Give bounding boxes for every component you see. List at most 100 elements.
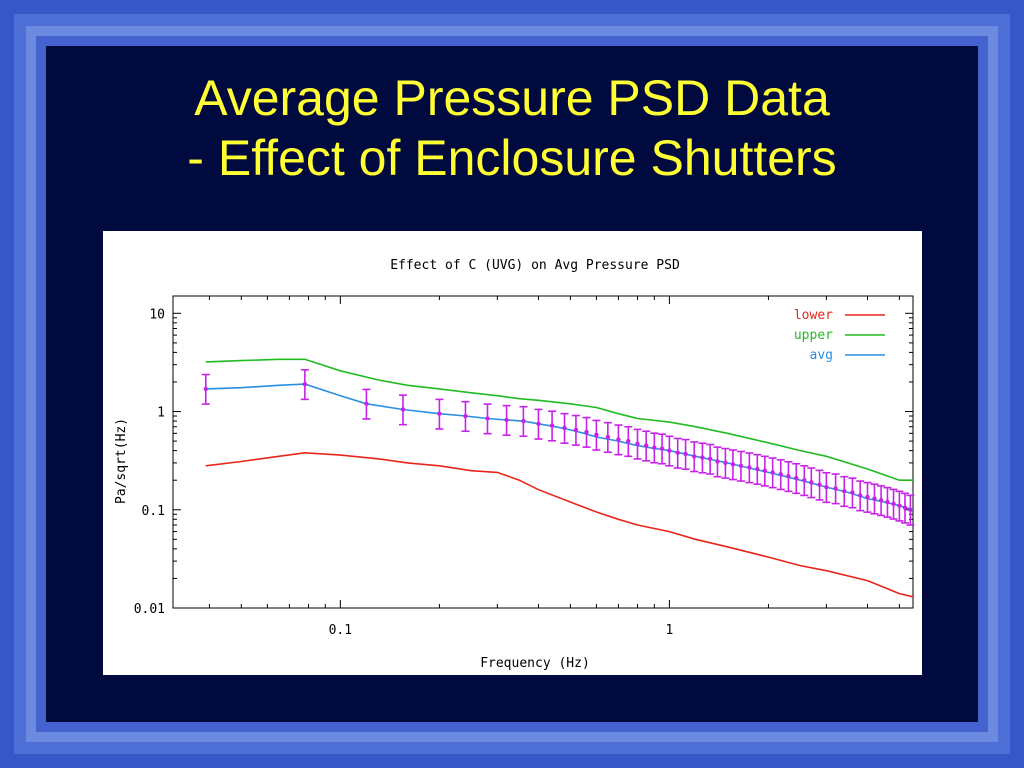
chart-title: Effect of C (UVG) on Avg Pressure PSD: [390, 258, 680, 273]
error-bar: [877, 485, 886, 517]
slide-title-line-1: Average Pressure PSD Data: [194, 70, 830, 126]
error-bar: [815, 469, 824, 501]
error-bar: [681, 438, 690, 470]
error-bar: [760, 455, 769, 487]
error-bar: [534, 408, 543, 440]
error-bar-point: [817, 482, 822, 487]
error-bar-point: [675, 450, 680, 456]
error-bar-point: [463, 413, 468, 419]
error-bar-point: [786, 473, 791, 479]
error-bar: [800, 465, 809, 497]
error-bar: [736, 450, 745, 482]
error-bar: [582, 416, 591, 448]
error-bar: [665, 435, 674, 467]
error-bar: [728, 449, 737, 481]
error-bar-point: [626, 438, 631, 444]
y-tick-label: 1: [157, 406, 165, 421]
error-bar: [776, 459, 785, 491]
error-bar: [768, 457, 777, 489]
error-bar-point: [707, 456, 713, 462]
error-bar-point: [536, 421, 541, 427]
error-bar: [856, 480, 865, 512]
error-bar-point: [872, 496, 877, 501]
error-bar: [706, 443, 715, 475]
x-tick-label: 0.1: [329, 623, 352, 638]
error-bar: [633, 428, 642, 460]
error-bar: [398, 394, 407, 426]
error-bar: [863, 481, 872, 513]
error-bar-point: [549, 423, 555, 428]
error-bar: [362, 388, 371, 420]
error-bar-point: [778, 472, 783, 477]
chart-panel: Effect of C (UVG) on Avg Pressure PSD Fr…: [103, 231, 922, 675]
x-tick-label: 1: [665, 623, 673, 638]
error-bar-point: [485, 416, 490, 421]
error-bar-point: [730, 462, 736, 467]
error-bar-point: [755, 466, 760, 472]
error-bar: [792, 462, 801, 495]
error-bar-point: [652, 445, 657, 450]
error-bar-point: [692, 454, 697, 459]
error-bar-point: [738, 463, 744, 469]
error-bar-point: [897, 503, 902, 508]
error-bar: [784, 460, 793, 493]
error-bar: [201, 373, 210, 405]
error-bar-point: [203, 386, 209, 392]
y-tick-label: 10: [149, 307, 165, 322]
error-bar: [658, 433, 667, 465]
error-bar: [483, 403, 492, 435]
error-bar: [502, 404, 511, 437]
error-bar-point: [594, 432, 599, 437]
series-line-avg: [205, 383, 914, 511]
error-bar-point: [643, 443, 649, 448]
error-bar: [807, 467, 816, 499]
error-bar: [883, 486, 892, 519]
error-bar: [592, 419, 601, 451]
error-bar-point: [891, 501, 896, 507]
error-bar: [624, 425, 633, 458]
error-bar-point: [802, 477, 807, 483]
error-bar: [895, 490, 904, 522]
error-bar-point: [302, 381, 308, 387]
error-bar-point: [659, 446, 665, 451]
error-bar: [906, 494, 915, 526]
error-bar: [300, 368, 309, 401]
error-bar-point: [364, 401, 369, 406]
error-bar: [889, 488, 898, 520]
psd-chart: Effect of C (UVG) on Avg Pressure PSD Fr…: [114, 258, 915, 671]
axis-ticks: 0.1 1 10 1 0.1 0.01: [134, 296, 913, 638]
error-bar-point: [573, 427, 579, 433]
error-bar: [650, 432, 659, 464]
error-bar: [673, 437, 682, 469]
error-bar-point: [562, 425, 567, 431]
error-bar: [461, 400, 470, 433]
error-bar-point: [521, 418, 526, 424]
error-bar: [571, 414, 580, 446]
error-bar: [831, 473, 840, 505]
error-bar-point: [908, 507, 913, 512]
error-bar: [548, 410, 557, 442]
y-tick-label: 0.01: [134, 602, 165, 617]
slide-title-line-2: - Effect of Enclosure Shutters: [187, 130, 837, 186]
error-bar-point: [794, 475, 799, 481]
error-bar: [560, 412, 569, 445]
error-bar-point: [605, 434, 611, 440]
error-bar-point: [762, 468, 768, 473]
series-line-upper: [205, 358, 913, 481]
error-bar: [698, 442, 707, 474]
error-bar-point: [824, 484, 829, 490]
error-bar-point: [878, 498, 884, 503]
error-bar-point: [635, 441, 640, 446]
legend-label-lower: lower: [794, 308, 833, 323]
error-bar: [745, 452, 754, 484]
plot-area-frame: [172, 295, 914, 609]
legend-label-upper: upper: [794, 328, 833, 343]
legend: lower upper avg: [794, 308, 885, 363]
chart-series: [201, 358, 915, 598]
error-bar: [642, 430, 651, 462]
error-bar-point: [437, 411, 442, 416]
error-bar: [822, 471, 831, 504]
error-bar-point: [770, 470, 775, 475]
error-bar-point: [850, 490, 855, 495]
error-bar-point: [809, 480, 814, 485]
